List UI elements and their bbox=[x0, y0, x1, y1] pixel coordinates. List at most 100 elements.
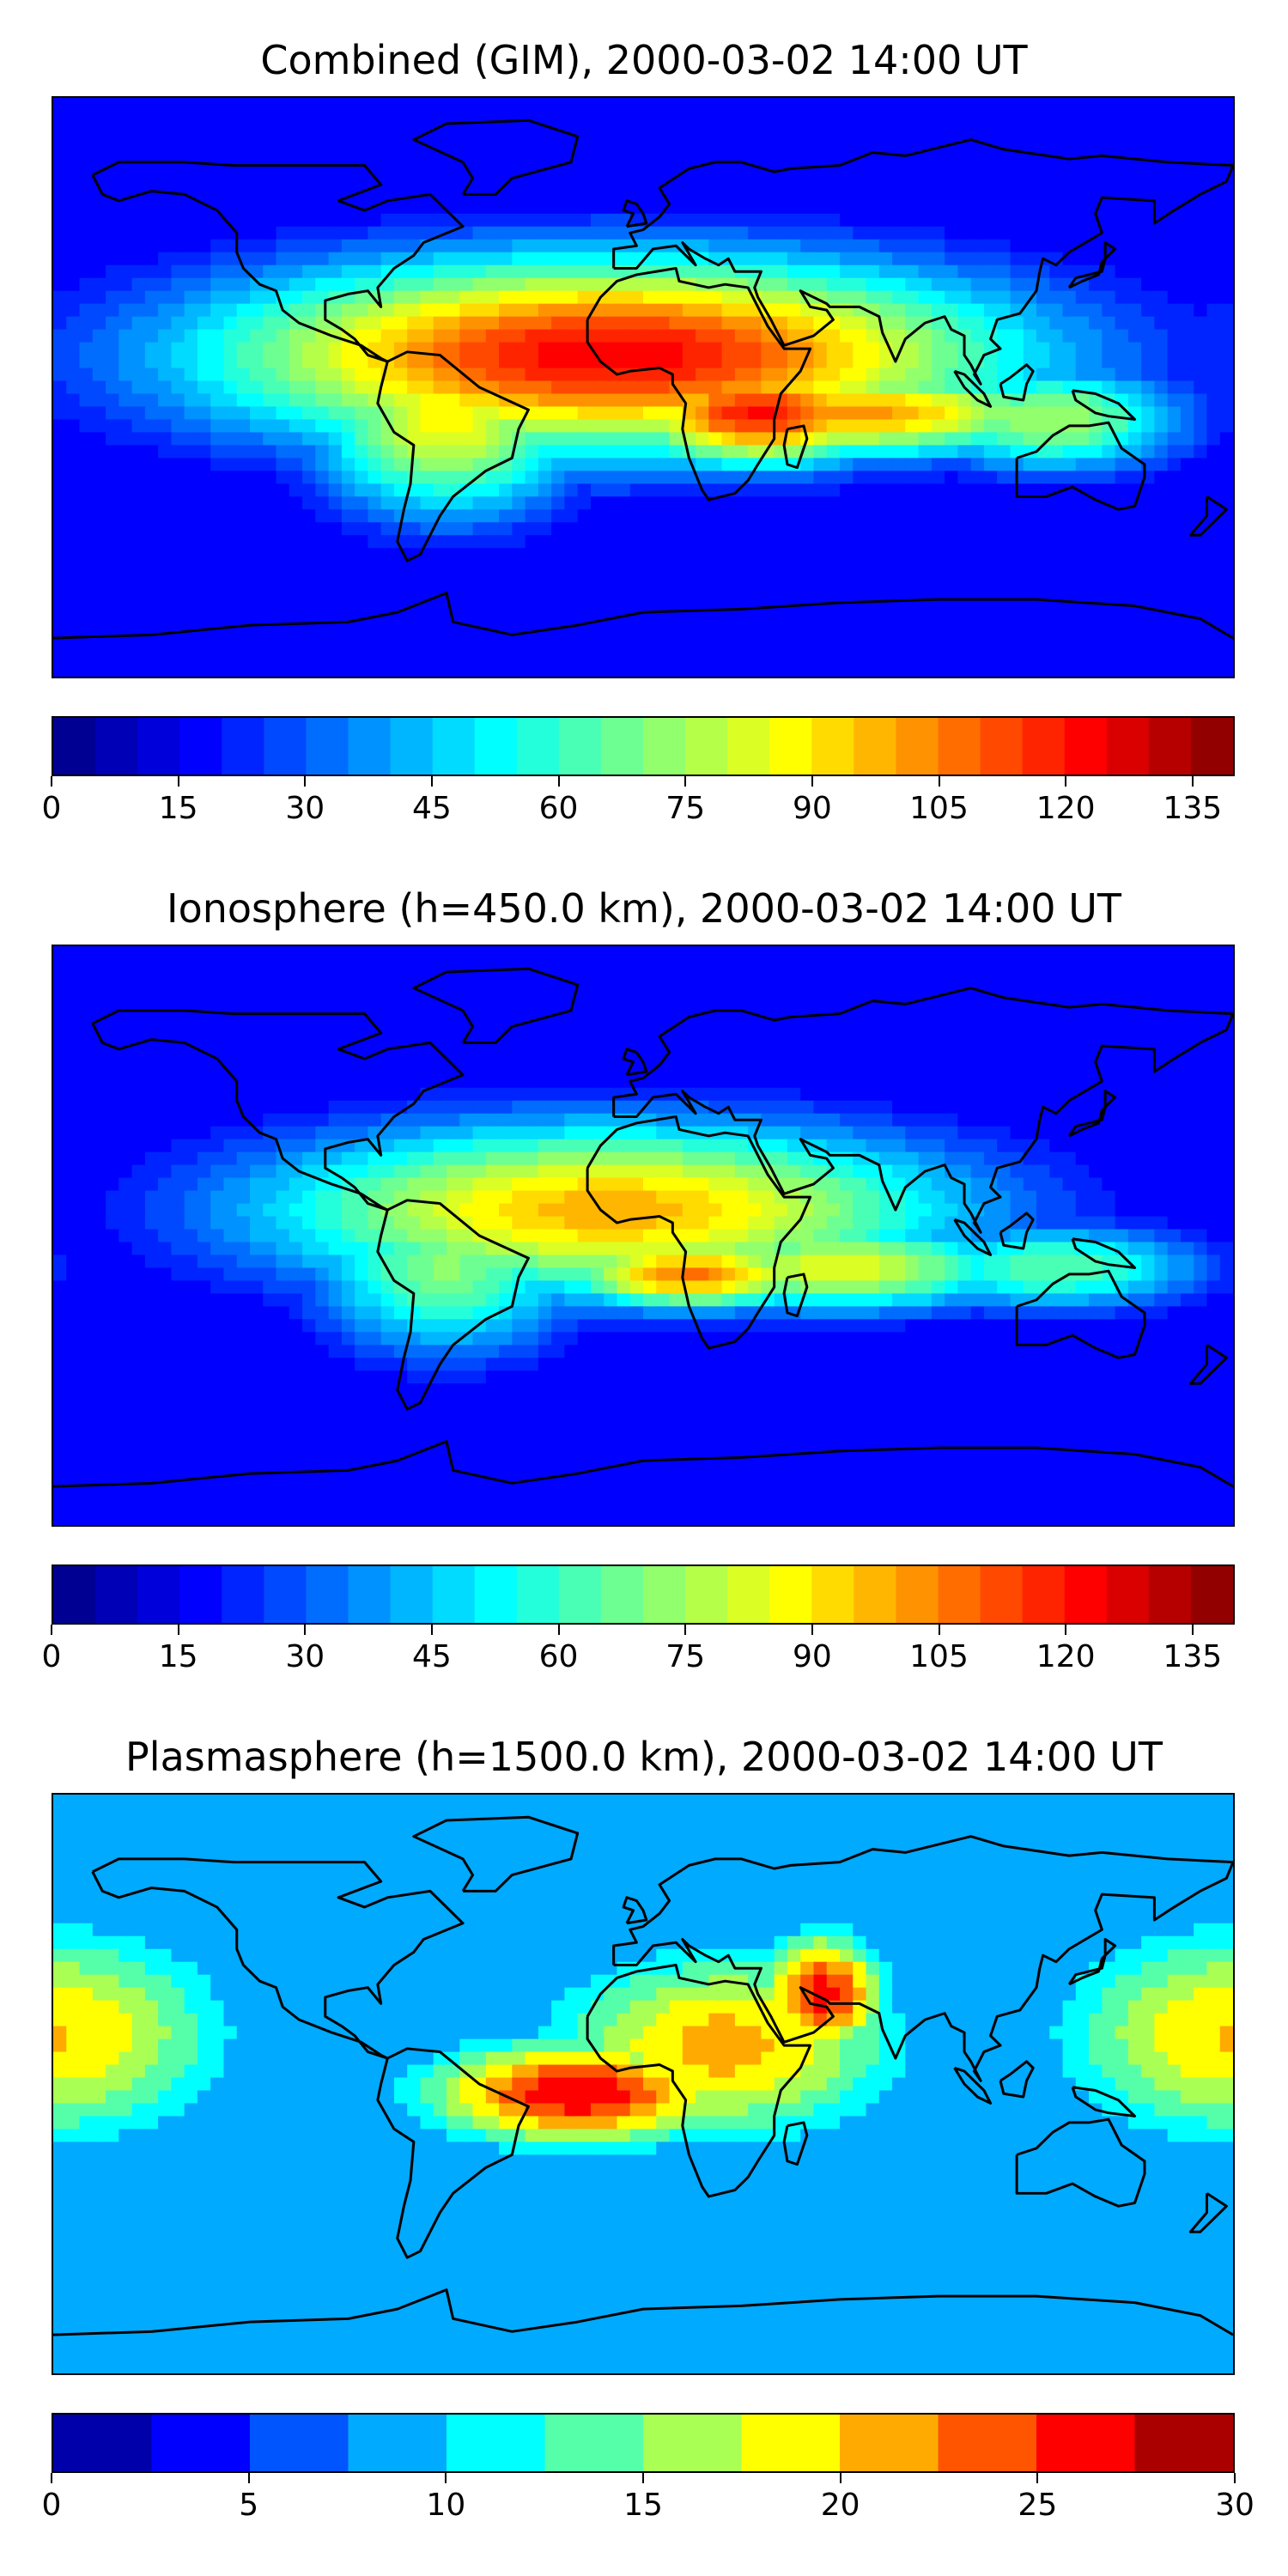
contour-cell bbox=[551, 1036, 566, 1050]
contour-cell bbox=[1036, 984, 1051, 999]
contour-cell bbox=[696, 316, 710, 331]
contour-cell bbox=[328, 342, 343, 356]
contour-cell bbox=[774, 958, 789, 974]
contour-cell bbox=[682, 149, 697, 164]
contour-cell bbox=[131, 522, 147, 537]
contour-cell bbox=[1194, 316, 1208, 331]
contour-cell bbox=[420, 1023, 434, 1037]
contour-cell bbox=[629, 522, 645, 537]
contour-cell bbox=[171, 226, 185, 240]
contour-cell bbox=[223, 496, 238, 511]
contour-cell bbox=[1154, 483, 1169, 498]
contour-cell bbox=[144, 509, 160, 524]
contour-cell bbox=[420, 393, 434, 408]
contour-cell bbox=[696, 638, 710, 653]
contour-cell bbox=[696, 971, 710, 987]
contour-cell bbox=[315, 110, 330, 125]
contour-cell bbox=[250, 535, 264, 550]
contour-cell bbox=[355, 586, 369, 601]
colorbar-level-swatch bbox=[474, 718, 518, 775]
contour-cell bbox=[407, 110, 422, 125]
contour-cell bbox=[590, 393, 605, 408]
contour-cell bbox=[393, 971, 409, 987]
contour-cell bbox=[643, 651, 658, 665]
contour-cell bbox=[393, 1010, 409, 1024]
contour-cell bbox=[79, 625, 94, 640]
contour-cell bbox=[328, 638, 343, 653]
contour-cell bbox=[1180, 471, 1195, 485]
contour-cell bbox=[485, 651, 501, 665]
contour-cell bbox=[393, 290, 409, 305]
contour-cell bbox=[931, 958, 946, 974]
contour-cell bbox=[302, 509, 317, 524]
contour-cell bbox=[420, 264, 434, 279]
contour-cell bbox=[328, 496, 343, 511]
contour-cell bbox=[656, 574, 671, 588]
contour-cell bbox=[236, 187, 252, 202]
contour-cell bbox=[459, 136, 474, 151]
contour-cell bbox=[669, 522, 683, 537]
contour-cell bbox=[1167, 561, 1182, 575]
contour-cell bbox=[250, 406, 264, 421]
contour-cell bbox=[957, 496, 972, 511]
contour-cell bbox=[197, 380, 212, 395]
contour-cell bbox=[656, 329, 671, 343]
contour-cell bbox=[289, 1023, 304, 1037]
contour-cell bbox=[1102, 342, 1116, 356]
contour-cell bbox=[905, 522, 920, 537]
contour-cell bbox=[1062, 509, 1077, 524]
contour-cell bbox=[341, 651, 356, 665]
contour-cell bbox=[787, 1036, 802, 1050]
contour-cell bbox=[669, 483, 683, 498]
contour-cell bbox=[970, 1048, 986, 1063]
contour-cell bbox=[355, 946, 369, 961]
contour-cell bbox=[787, 239, 802, 253]
contour-cell bbox=[1075, 406, 1091, 421]
contour-cell bbox=[577, 535, 592, 550]
contour-cell bbox=[643, 664, 658, 677]
contour-cell bbox=[866, 136, 880, 151]
contour-cell bbox=[106, 664, 120, 677]
contour-cell bbox=[866, 161, 880, 176]
contour-cell bbox=[472, 368, 487, 382]
contour-cell bbox=[629, 174, 645, 189]
contour-cell bbox=[525, 98, 540, 112]
contour-cell bbox=[1102, 290, 1116, 305]
contour-cell bbox=[184, 958, 199, 974]
contour-cell bbox=[983, 161, 999, 176]
contour-cell bbox=[708, 174, 723, 189]
contour-cell bbox=[210, 574, 225, 588]
contour-cell bbox=[1127, 664, 1143, 677]
contour-cell bbox=[158, 213, 173, 228]
contour-cell bbox=[289, 239, 304, 253]
contour-cell bbox=[171, 445, 185, 459]
contour-cell bbox=[131, 509, 147, 524]
contour-cell bbox=[472, 419, 487, 434]
contour-cell bbox=[983, 638, 999, 653]
contour-cell bbox=[1127, 149, 1143, 164]
contour-cell bbox=[669, 161, 683, 176]
contour-cell bbox=[341, 226, 356, 240]
contour-cell bbox=[918, 432, 933, 447]
contour-cell bbox=[643, 561, 658, 575]
contour-cell bbox=[1219, 213, 1233, 228]
contour-cell bbox=[380, 161, 396, 176]
contour-cell bbox=[787, 664, 802, 677]
contour-cell bbox=[708, 406, 723, 421]
contour-cell bbox=[171, 1010, 185, 1024]
contour-cell bbox=[1062, 149, 1077, 164]
contour-cell bbox=[696, 612, 710, 627]
contour-cell bbox=[368, 432, 382, 447]
contour-cell bbox=[1062, 174, 1077, 189]
contour-cell bbox=[315, 393, 330, 408]
contour-cell bbox=[945, 1036, 959, 1050]
contour-cell bbox=[433, 200, 448, 215]
contour-cell bbox=[734, 98, 750, 112]
contour-cell bbox=[1075, 123, 1091, 138]
contour-cell bbox=[564, 651, 579, 665]
contour-cell bbox=[800, 1036, 815, 1050]
contour-cell bbox=[1180, 586, 1195, 601]
contour-cell bbox=[696, 1061, 710, 1076]
contour-cell bbox=[223, 277, 238, 292]
contour-cell bbox=[118, 264, 133, 279]
